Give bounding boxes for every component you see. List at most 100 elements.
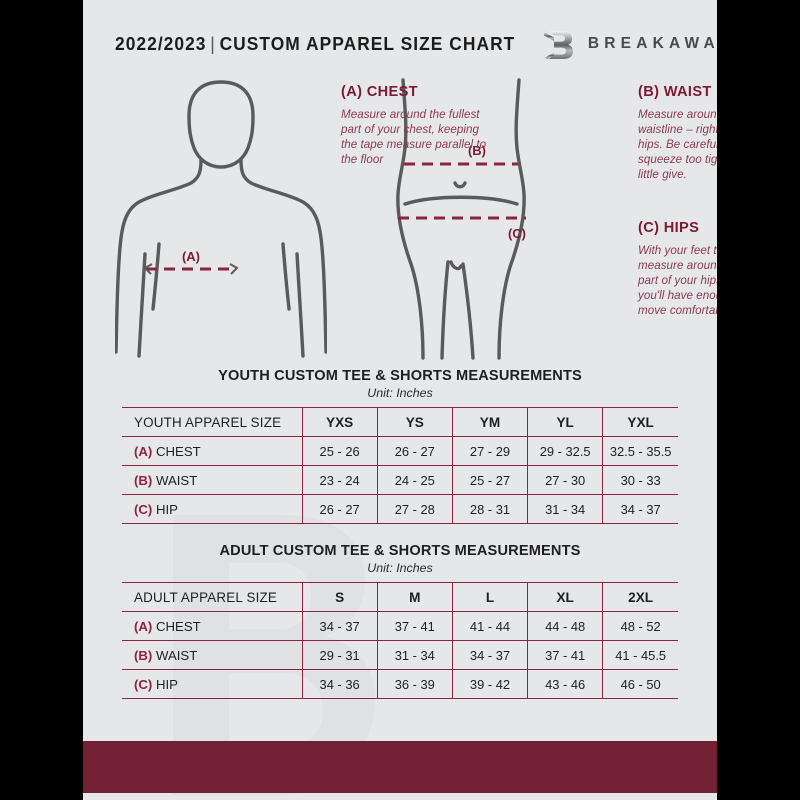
youth-size-ys: YS [376, 407, 453, 437]
youth-waist-yxl: 30 - 33 [602, 465, 678, 495]
adult-waist-m: 31 - 34 [376, 640, 453, 670]
lower-body-figure: (B) (C) [396, 78, 526, 360]
adult-size-m: M [376, 582, 453, 612]
page-header: 2022/2023 | CUSTOM APPAREL SIZE CHART [83, 24, 717, 64]
adult-row-chest-label: (A) CHEST [122, 611, 303, 641]
row-name: CHEST [155, 443, 201, 459]
youth-size-yxs: YXS [301, 407, 378, 437]
youth-waist-yl: 27 - 30 [527, 465, 604, 495]
youth-row-chest-label: (A) CHEST [122, 436, 303, 466]
youth-row-waist-label: (B) WAIST [122, 465, 303, 495]
youth-chest-yxl: 32.5 - 35.5 [602, 436, 678, 466]
callout-hips-heading: (C) HIPS [638, 220, 700, 236]
page-title: 2022/2023 | CUSTOM APPAREL SIZE CHART [115, 33, 515, 55]
adult-row-hip-label: (C) HIP [122, 669, 303, 699]
chest-measure-line [143, 263, 239, 275]
adult-waist-s: 29 - 31 [301, 640, 378, 670]
adult-size-table: ADULT APPAREL SIZE S M L XL 2XL (A) CHES… [122, 582, 678, 699]
chest-marker-label: (A) [182, 249, 200, 264]
adult-hip-m: 36 - 39 [376, 669, 453, 699]
row-tag: (A) [134, 443, 153, 459]
table-row: (C) HIP 26 - 27 27 - 28 28 - 31 31 - 34 … [122, 494, 678, 524]
breakaway-b-logo [543, 31, 573, 59]
youth-size-table: YOUTH APPAREL SIZE YXS YS YM YL YXL (A) … [122, 407, 678, 524]
table-row: (A) CHEST 34 - 37 37 - 41 41 - 44 44 - 4… [122, 611, 678, 641]
row-name: CHEST [155, 618, 201, 634]
season-label: 2022/2023 [115, 33, 207, 54]
waist-marker-label: (B) [468, 143, 486, 158]
youth-chest-ys: 26 - 27 [376, 436, 453, 466]
youth-table-unit: Unit: Inches [367, 386, 433, 400]
youth-table-title: YOUTH CUSTOM TEE & SHORTS MEASUREMENTS [218, 368, 582, 384]
adult-hip-2xl: 46 - 50 [602, 669, 678, 699]
table-row: (C) HIP 34 - 36 36 - 39 39 - 42 43 - 46 … [122, 669, 678, 699]
adult-chest-s: 34 - 37 [301, 611, 378, 641]
youth-size-yl: YL [527, 407, 604, 437]
youth-hip-ys: 27 - 28 [376, 494, 453, 524]
row-tag: (C) [134, 676, 153, 692]
row-tag: (B) [134, 472, 153, 488]
callout-chest-body: Measure around the fullest part of your … [341, 108, 487, 167]
row-name: WAIST [155, 472, 198, 488]
table-row: (B) WAIST 23 - 24 24 - 25 25 - 27 27 - 3… [122, 465, 678, 495]
row-tag: (B) [134, 647, 153, 663]
youth-hip-ym: 28 - 31 [451, 494, 529, 524]
adult-table-title: ADULT CUSTOM TEE & SHORTS MEASUREMENTS [219, 543, 581, 559]
adult-chest-xl: 44 - 48 [527, 611, 604, 641]
youth-hip-yxs: 26 - 27 [301, 494, 378, 524]
callout-hips-body: With your feet together, measure around … [638, 244, 717, 318]
brand-lockup: BREAKAWAY [541, 28, 717, 60]
title-separator: | [210, 33, 216, 54]
measurement-illustrations: (A) [83, 70, 717, 362]
youth-header-label: YOUTH APPAREL SIZE [122, 407, 303, 437]
footer-bar [83, 741, 717, 793]
adult-size-2xl: 2XL [602, 582, 678, 612]
adult-size-l: L [451, 582, 529, 612]
adult-waist-l: 34 - 37 [451, 640, 529, 670]
row-name: HIP [155, 676, 178, 692]
row-tag: (A) [134, 618, 153, 634]
hip-marker-label: (C) [508, 226, 526, 241]
adult-size-table-block: ADULT CUSTOM TEE & SHORTS MEASUREMENTS U… [83, 543, 717, 699]
youth-hip-yl: 31 - 34 [527, 494, 604, 524]
callout-waist-body: Measure around your natural waistline – … [638, 108, 717, 182]
callout-chest-heading: (A) CHEST [341, 84, 418, 100]
row-tag: (C) [134, 501, 153, 517]
callout-waist-heading: (B) WAIST [638, 84, 712, 100]
upper-body-figure: (A) [115, 80, 327, 358]
brand-name: BREAKAWAY [587, 35, 717, 52]
callout-hips: (C) HIPS With your feet together, measur… [638, 220, 717, 318]
youth-waist-ys: 24 - 25 [376, 465, 453, 495]
adult-hip-l: 39 - 42 [451, 669, 529, 699]
youth-waist-yxs: 23 - 24 [301, 465, 378, 495]
adult-table-unit: Unit: Inches [367, 561, 433, 575]
youth-chest-yl: 29 - 32.5 [527, 436, 604, 466]
callout-chest: (A) CHEST Measure around the fullest par… [341, 84, 491, 167]
adult-chest-2xl: 48 - 52 [602, 611, 678, 641]
adult-size-s: S [301, 582, 378, 612]
youth-size-ym: YM [451, 407, 529, 437]
chart-title-label: CUSTOM APPAREL SIZE CHART [219, 33, 516, 54]
table-header-row: YOUTH APPAREL SIZE YXS YS YM YL YXL [122, 407, 678, 437]
adult-header-label: ADULT APPAREL SIZE [122, 582, 303, 612]
adult-chest-m: 37 - 41 [376, 611, 453, 641]
row-name: WAIST [155, 647, 198, 663]
adult-size-xl: XL [527, 582, 604, 612]
adult-waist-2xl: 41 - 45.5 [602, 640, 678, 670]
youth-chest-ym: 27 - 29 [451, 436, 529, 466]
table-row: (B) WAIST 29 - 31 31 - 34 34 - 37 37 - 4… [122, 640, 678, 670]
table-header-row: ADULT APPAREL SIZE S M L XL 2XL [122, 582, 678, 612]
youth-hip-yxl: 34 - 37 [602, 494, 678, 524]
youth-chest-yxs: 25 - 26 [301, 436, 378, 466]
table-row: (A) CHEST 25 - 26 26 - 27 27 - 29 29 - 3… [122, 436, 678, 466]
callout-waist: (B) WAIST Measure around your natural wa… [638, 84, 717, 182]
adult-chest-l: 41 - 44 [451, 611, 529, 641]
adult-row-waist-label: (B) WAIST [122, 640, 303, 670]
adult-hip-xl: 43 - 46 [527, 669, 604, 699]
size-chart-card: 2022/2023 | CUSTOM APPAREL SIZE CHART [83, 0, 717, 800]
youth-size-table-block: YOUTH CUSTOM TEE & SHORTS MEASUREMENTS U… [83, 368, 717, 524]
row-name: HIP [155, 501, 178, 517]
adult-hip-s: 34 - 36 [301, 669, 378, 699]
adult-waist-xl: 37 - 41 [527, 640, 604, 670]
